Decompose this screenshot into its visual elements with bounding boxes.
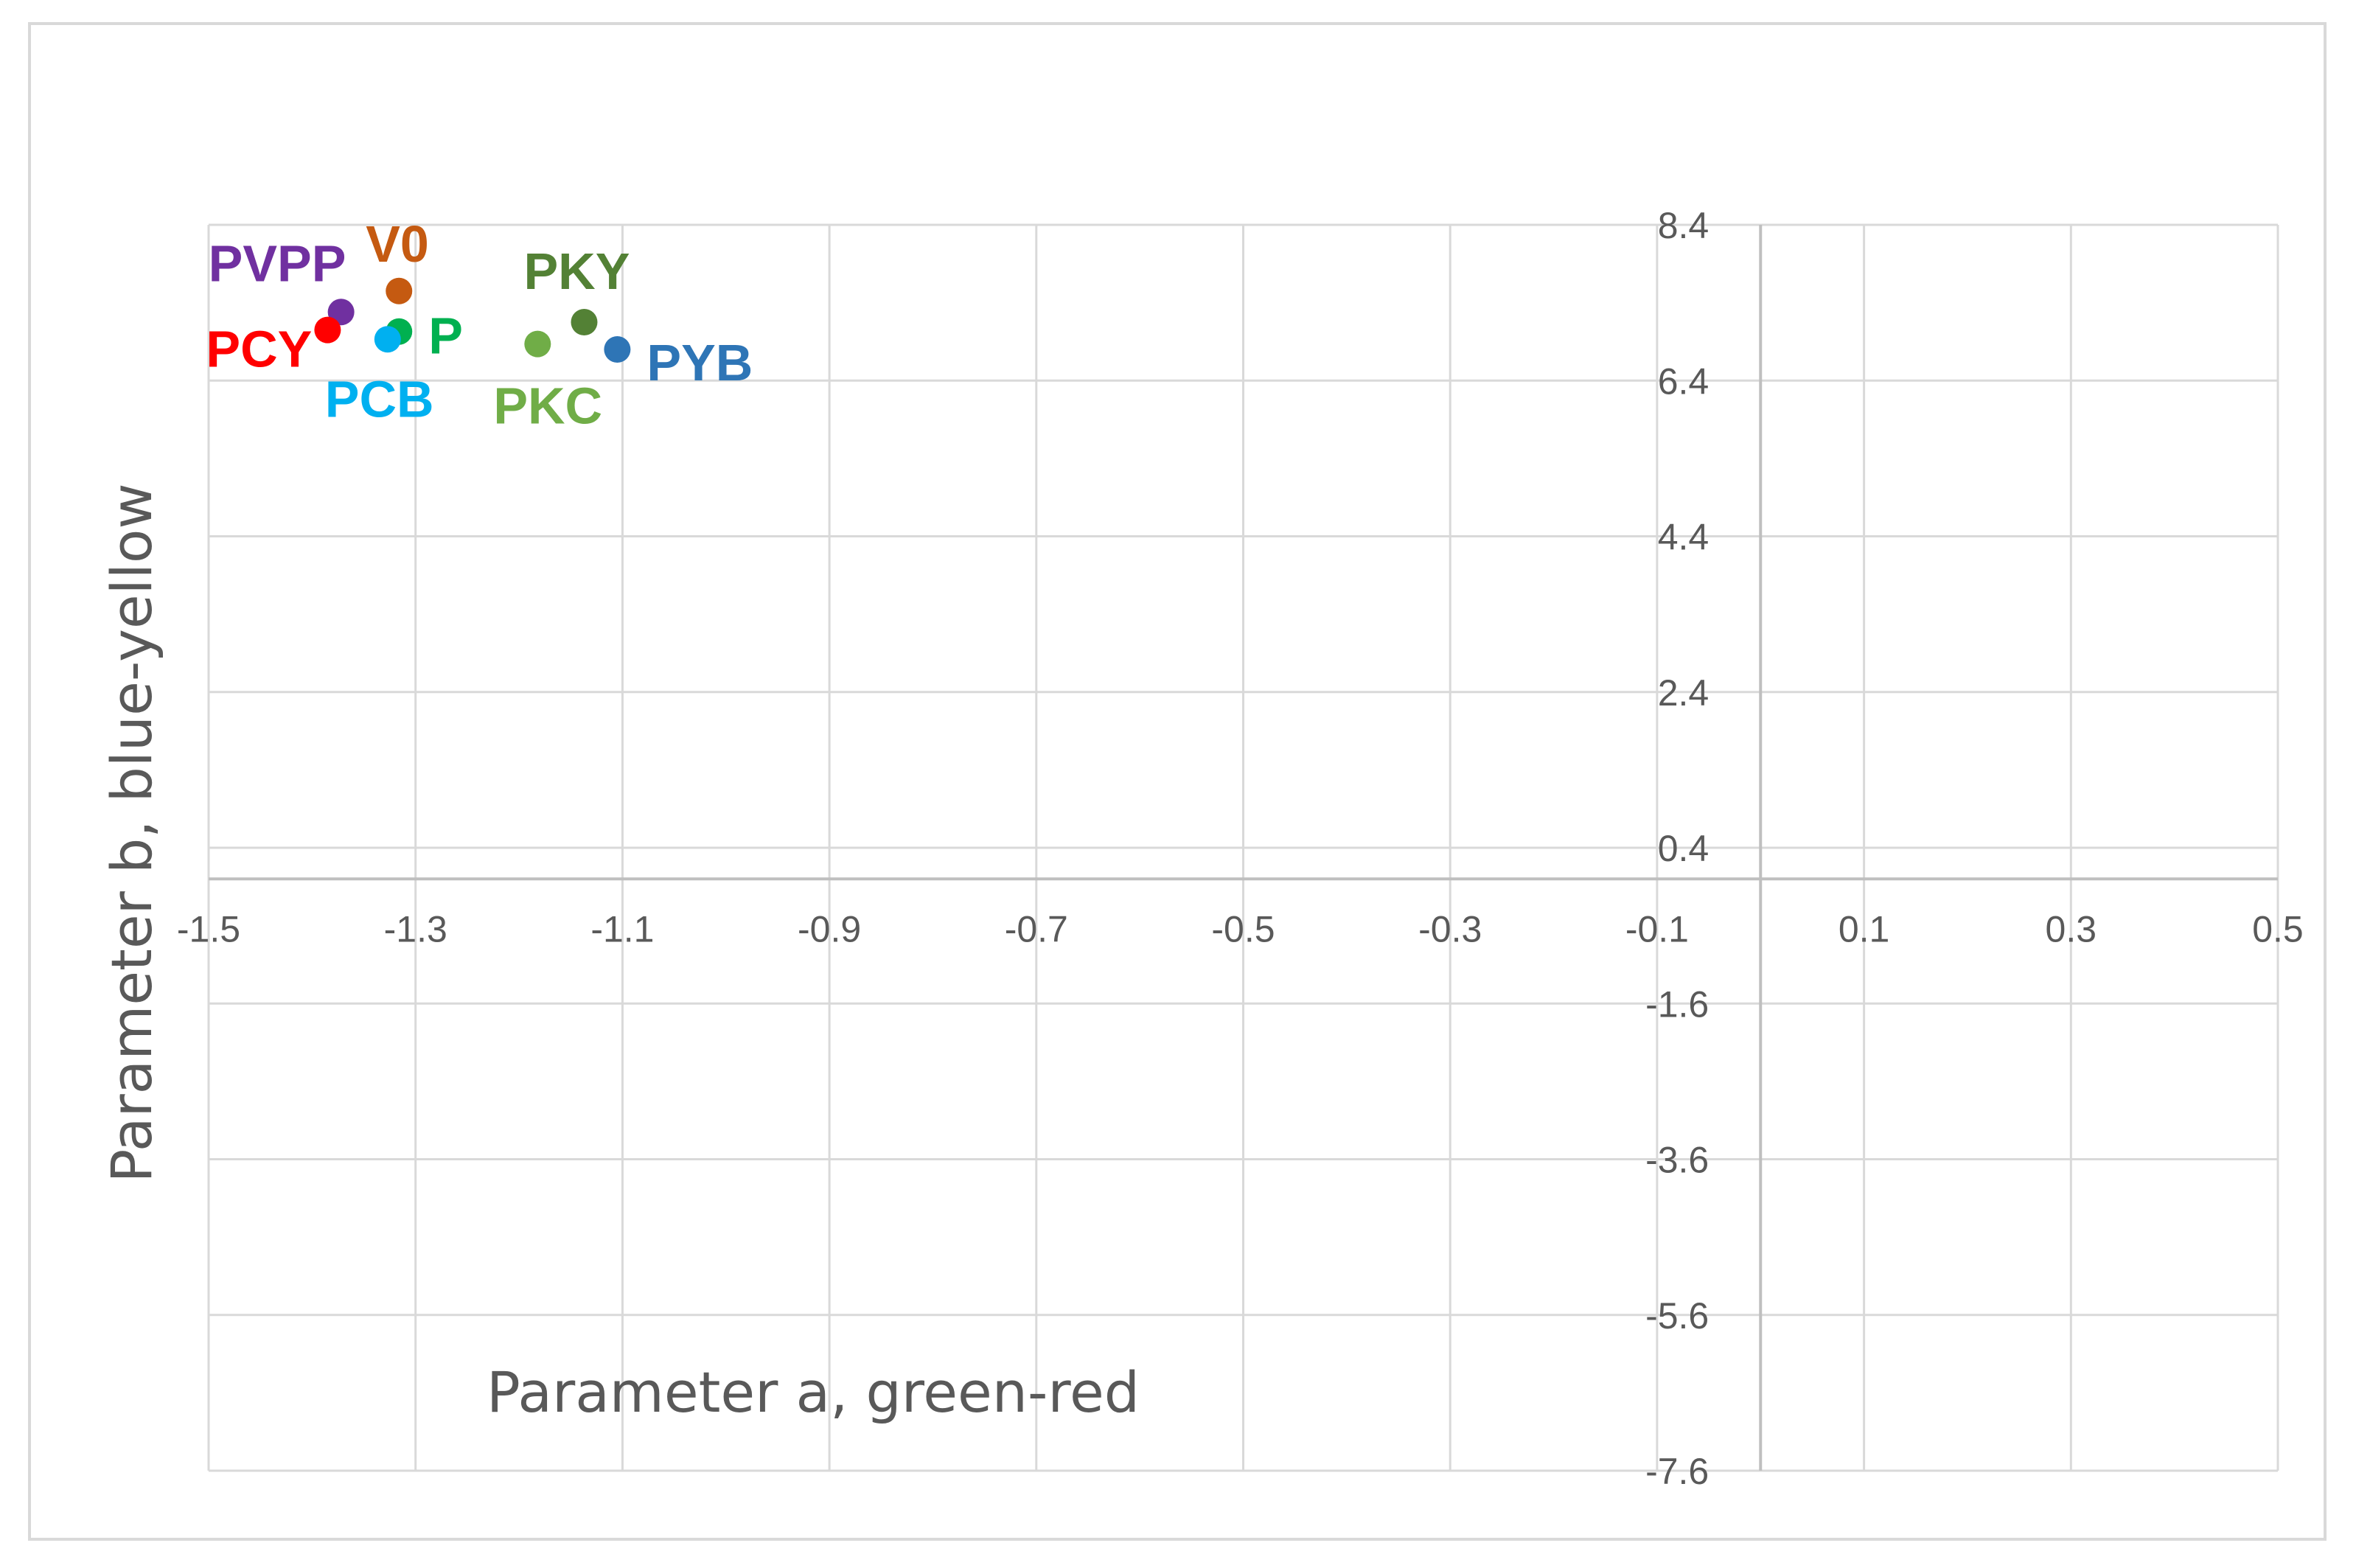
data-label-pcy: PCY xyxy=(206,321,312,378)
x-tick-label: -0.1 xyxy=(1625,908,1689,949)
x-tick-label: -1.5 xyxy=(177,908,240,949)
data-point-v0 xyxy=(386,277,413,304)
x-tick-label: -0.7 xyxy=(1005,908,1068,949)
data-point-pcy xyxy=(314,316,341,344)
data-point-pyb xyxy=(604,336,631,363)
data-label-pyb: PYB xyxy=(646,334,753,391)
data-label-pvpp: PVPP xyxy=(209,234,346,292)
x-axis-title: Parameter a, green-red xyxy=(487,1359,1140,1425)
y-tick-label: -7.6 xyxy=(1645,1451,1709,1492)
y-tick-label: -1.6 xyxy=(1645,983,1709,1025)
data-label-pcb: PCB xyxy=(325,370,434,428)
y-tick-label: 4.4 xyxy=(1658,517,1710,558)
data-point-pkc xyxy=(524,330,551,358)
x-tick-label: -1.3 xyxy=(384,908,447,949)
data-point-pcb xyxy=(374,326,401,353)
data-label-p: P xyxy=(428,307,463,365)
y-tick-label: 6.4 xyxy=(1658,360,1710,402)
gridlines xyxy=(207,223,2279,1472)
x-tick-label: -0.9 xyxy=(798,908,861,949)
x-tick-label: -0.5 xyxy=(1211,908,1275,949)
x-tick-label: 0.1 xyxy=(1839,908,1890,949)
y-tick-label: 2.4 xyxy=(1658,672,1710,714)
y-tick-label: -5.6 xyxy=(1645,1295,1709,1337)
y-tick-label: 0.4 xyxy=(1658,828,1710,869)
x-tick-label: 0.3 xyxy=(2046,908,2097,949)
x-tick-label: 0.5 xyxy=(2252,908,2304,949)
y-tick-label: 8.4 xyxy=(1658,205,1710,246)
data-label-v0: V0 xyxy=(366,215,429,273)
y-axis-title: Parameter b, blue-yellow xyxy=(99,483,164,1182)
x-tick-label: -1.1 xyxy=(590,908,654,949)
chart-area xyxy=(28,22,2327,1541)
y-tick-labels: 8.4 6.4 4.4 2.4 0.4 -1.6 -3.6 -5.6 -7.6 xyxy=(1645,205,1709,1492)
axes xyxy=(209,225,2278,1471)
data-label-pky: PKY xyxy=(523,243,630,300)
data-label-pkc: PKC xyxy=(493,377,602,435)
x-tick-label: -0.3 xyxy=(1418,908,1482,949)
x-tick-labels: -1.5 -1.3 -1.1 -0.9 -0.7 -0.5 -0.3 -0.1 0.1 0.3 0.… xyxy=(177,908,2304,949)
data-point-pky xyxy=(571,309,598,336)
y-tick-label: -3.6 xyxy=(1645,1140,1709,1181)
data-points xyxy=(314,277,631,363)
